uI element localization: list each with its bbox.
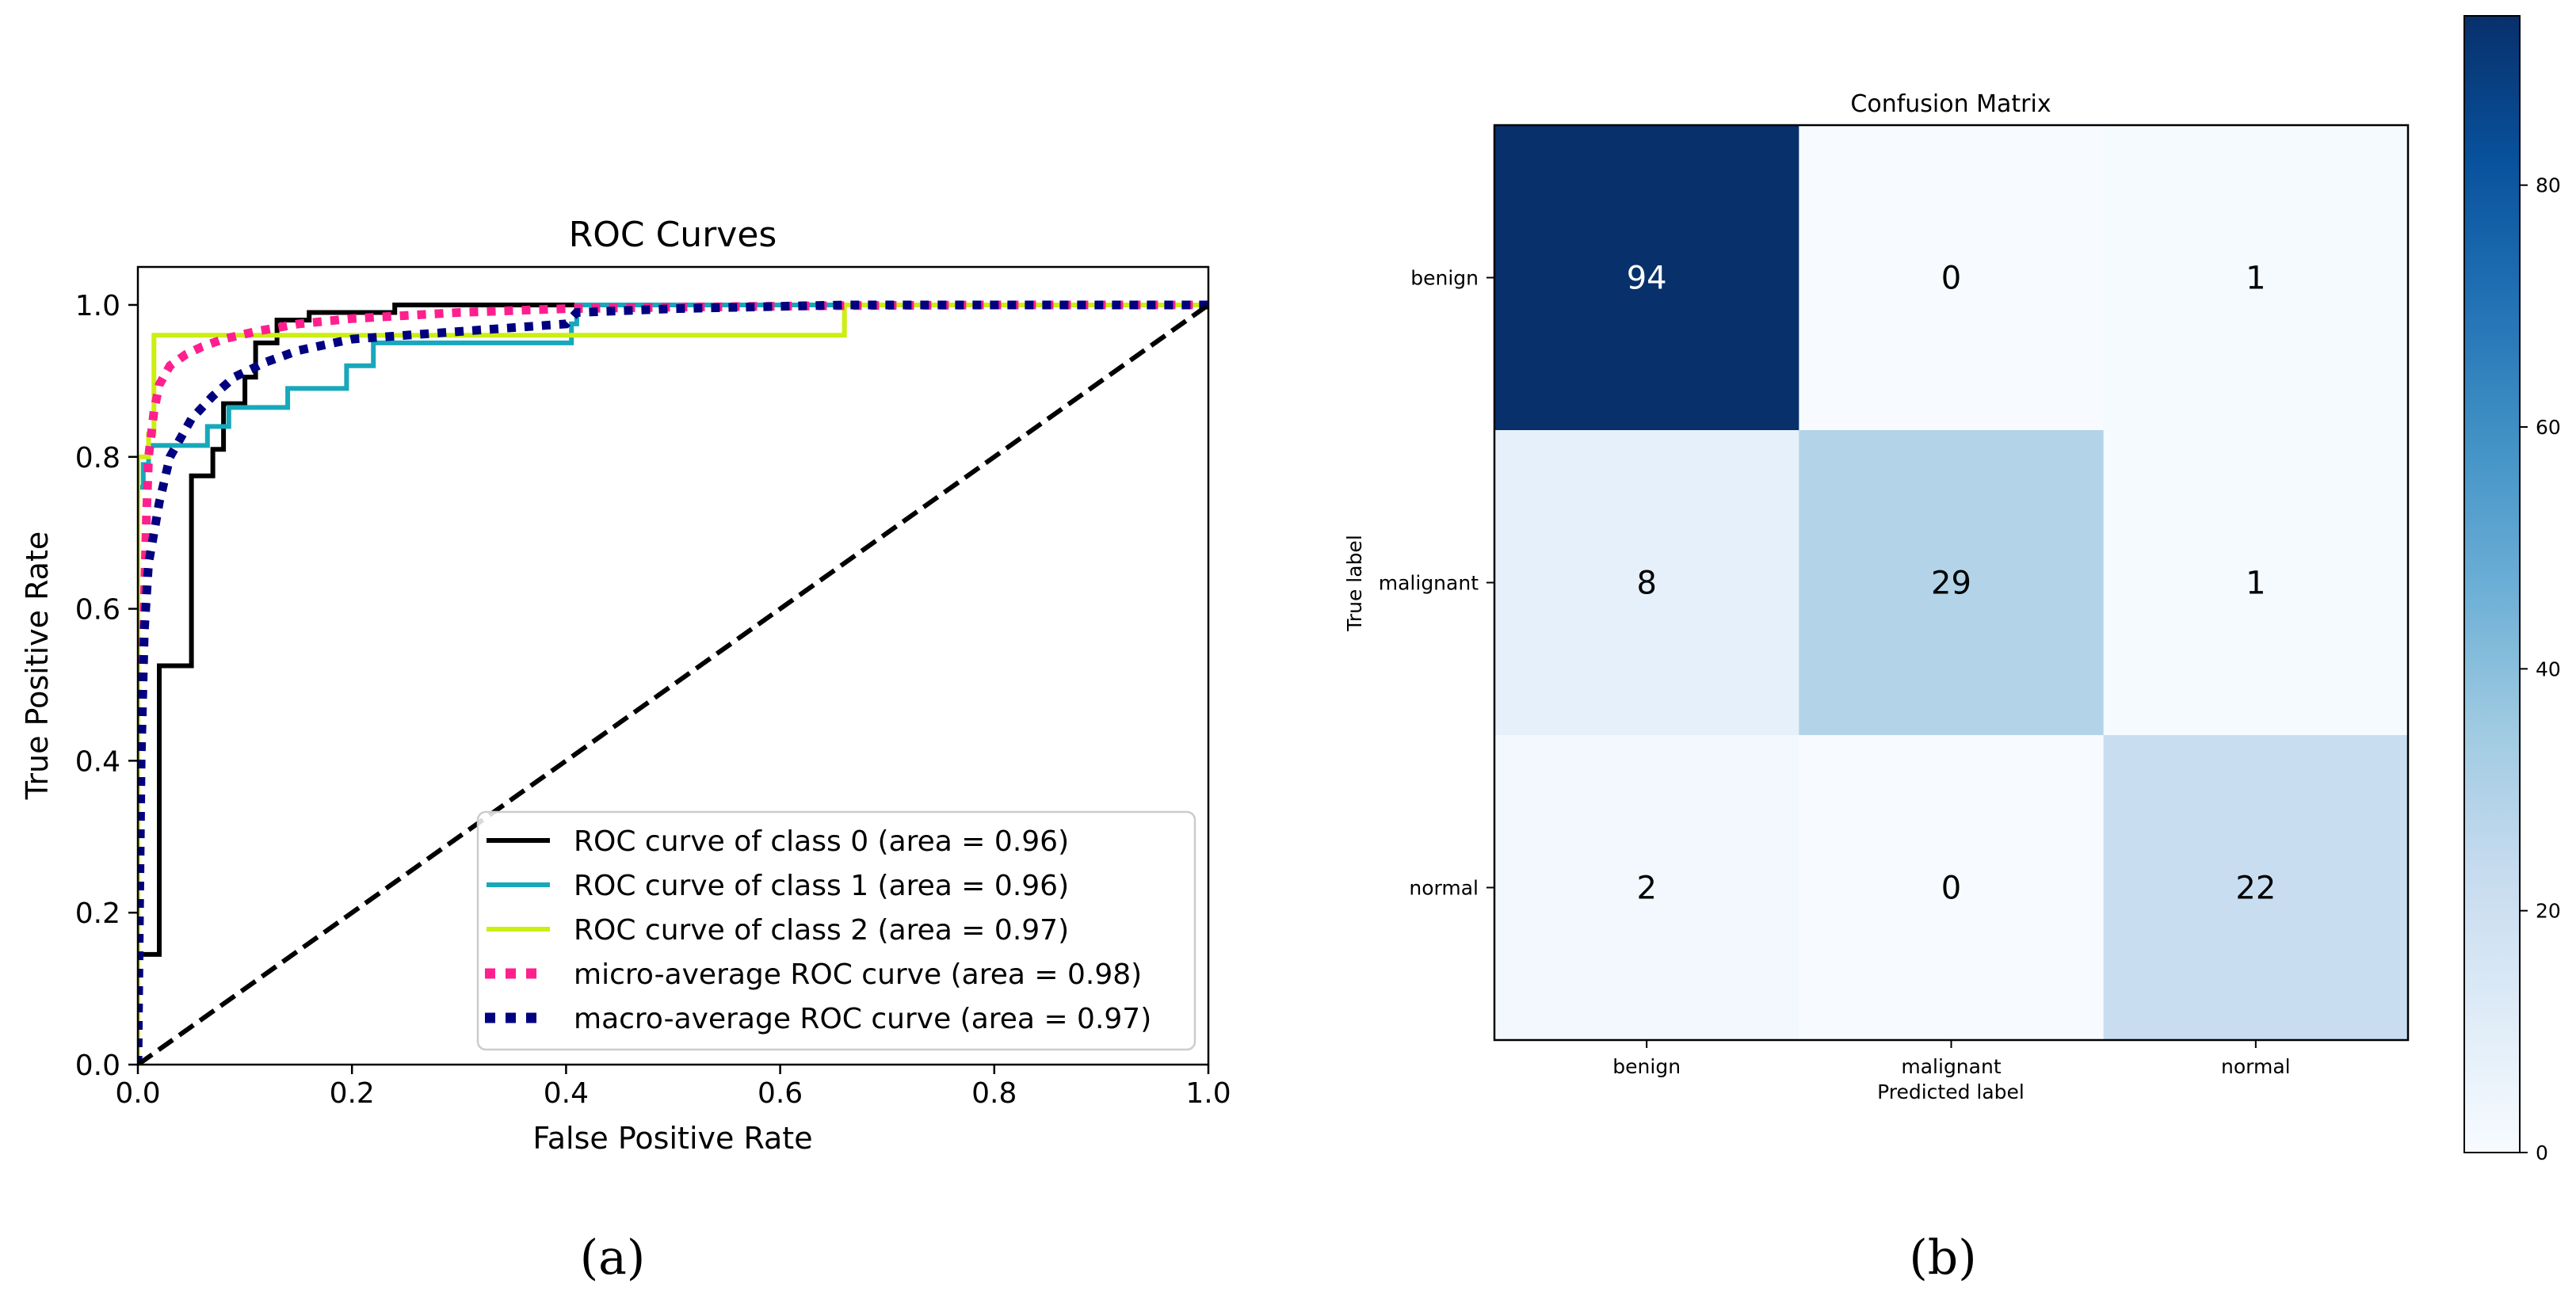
roc-y-axis-label: True Positive Rate xyxy=(20,532,55,801)
cm-cell-2-0 xyxy=(1494,735,1799,1041)
legend-label-1: ROC curve of class 1 (area = 0.96) xyxy=(574,870,1069,902)
colorbar-tick-label: 0 xyxy=(2536,1141,2548,1164)
caption-b: (b) xyxy=(1909,1230,1976,1286)
cm-cell-group: 94 0 1 8 29 1 2 0 22 xyxy=(1494,125,2409,1041)
roc-x-tick-label: 0.6 xyxy=(758,1077,803,1110)
roc-legend: ROC curve of class 0 (area = 0.96) ROC cu… xyxy=(476,810,1196,1051)
colorbar: 0 20 40 60 80 xyxy=(2463,15,2561,1164)
cm-x-axis-label: Predicted label xyxy=(1877,1080,2025,1103)
roc-tick-group: 0.0 0.2 0.4 0.6 0.8 1.0 0.0 0.2 0.4 0.6 0.8 1.0 xyxy=(75,290,1231,1110)
confusion-matrix-chart: Confusion Matrix 94 0 18 29 12 0 22 benign mali… xyxy=(1343,15,2561,1286)
cm-cell-value-0-1: 0 xyxy=(1941,261,1961,297)
colorbar-tick-label: 80 xyxy=(2536,174,2561,197)
roc-x-tick-label: 0.8 xyxy=(971,1077,1017,1110)
colorbar-tick-label: 20 xyxy=(2536,900,2561,923)
roc-series-line-0 xyxy=(138,303,1208,1065)
caption-a: (a) xyxy=(580,1230,646,1286)
colorbar-tick-label: 60 xyxy=(2536,416,2561,439)
colorbar-gradient xyxy=(2463,15,2521,1153)
roc-series-group xyxy=(138,300,1208,1065)
cm-cell-value-1-2: 1 xyxy=(2246,566,2265,602)
roc-x-tick-label: 1.0 xyxy=(1185,1077,1231,1110)
roc-y-tick-label: 0.6 xyxy=(75,594,120,627)
cm-cell-value-2-1: 0 xyxy=(1941,871,1961,907)
roc-chart: ROC Curves 0.0 0.2 0.4 0.6 0.8 1.00.00.20.40.… xyxy=(20,215,1231,1286)
roc-y-tick-label: 0.8 xyxy=(75,442,120,474)
cm-tick-group: benign malignant normal benign malignant norm… xyxy=(1379,267,2291,1079)
cm-cell-value-2-2: 22 xyxy=(2235,871,2276,907)
cm-x-tick-label-2: normal xyxy=(2221,1055,2291,1078)
colorbar-tick-group: 0 20 40 60 80 xyxy=(2520,174,2561,1164)
roc-series-line-4 xyxy=(138,300,1208,1065)
roc-y-tick-label: 0.0 xyxy=(75,1050,120,1082)
roc-y-tick-label: 0.2 xyxy=(75,897,120,930)
roc-x-tick-label: 0.4 xyxy=(544,1077,589,1110)
legend-frame xyxy=(476,810,1196,1051)
cm-cell-value-0-2: 1 xyxy=(2246,261,2265,297)
cm-cell-0-2 xyxy=(2103,125,2409,431)
cm-cell-1-1 xyxy=(1799,430,2105,736)
roc-series-line-3 xyxy=(138,300,1208,1065)
cm-y-tick-label-1: malignant xyxy=(1379,572,1479,595)
cm-y-axis-label: True label xyxy=(1343,535,1366,632)
cm-cell-2-1 xyxy=(1799,735,2105,1041)
roc-title: ROC Curves xyxy=(569,215,777,255)
colorbar-tick-label: 40 xyxy=(2536,657,2561,680)
cm-cell-value-2-0: 2 xyxy=(1636,871,1656,907)
legend-label-3: micro-average ROC curve (area = 0.98) xyxy=(574,958,1142,991)
legend-label-2: ROC curve of class 2 (area = 0.97) xyxy=(574,914,1069,947)
cm-y-tick-label-2: normal xyxy=(1409,877,1479,900)
cm-cell-1-2 xyxy=(2103,430,2409,736)
legend-label-4: macro-average ROC curve (area = 0.97) xyxy=(574,1003,1151,1035)
cm-cell-value-1-1: 29 xyxy=(1931,566,1971,602)
cm-cell-0-0 xyxy=(1494,125,1799,431)
cm-cell-value-1-0: 8 xyxy=(1636,566,1656,602)
roc-y-tick-label: 0.4 xyxy=(75,745,120,778)
roc-x-tick-label: 0.0 xyxy=(115,1077,160,1110)
cm-cell-1-0 xyxy=(1494,430,1799,736)
roc-chance-line xyxy=(138,303,1208,1065)
roc-axes-frame xyxy=(136,265,1210,1066)
roc-x-tick-label: 0.2 xyxy=(330,1077,375,1110)
cm-x-tick-label-1: malignant xyxy=(1901,1055,2001,1078)
legend-label-0: ROC curve of class 0 (area = 0.96) xyxy=(574,825,1069,858)
cm-cell-0-1 xyxy=(1799,125,2105,431)
cm-y-tick-label-0: benign xyxy=(1410,267,1479,290)
cm-title: Confusion Matrix xyxy=(1850,90,2051,118)
cm-cell-2-2 xyxy=(2103,735,2409,1041)
cm-cell-value-0-0: 94 xyxy=(1627,261,1667,297)
roc-x-axis-label: False Positive Rate xyxy=(532,1121,812,1156)
roc-y-tick-label: 1.0 xyxy=(75,290,120,322)
cm-x-tick-label-0: benign xyxy=(1612,1055,1681,1078)
